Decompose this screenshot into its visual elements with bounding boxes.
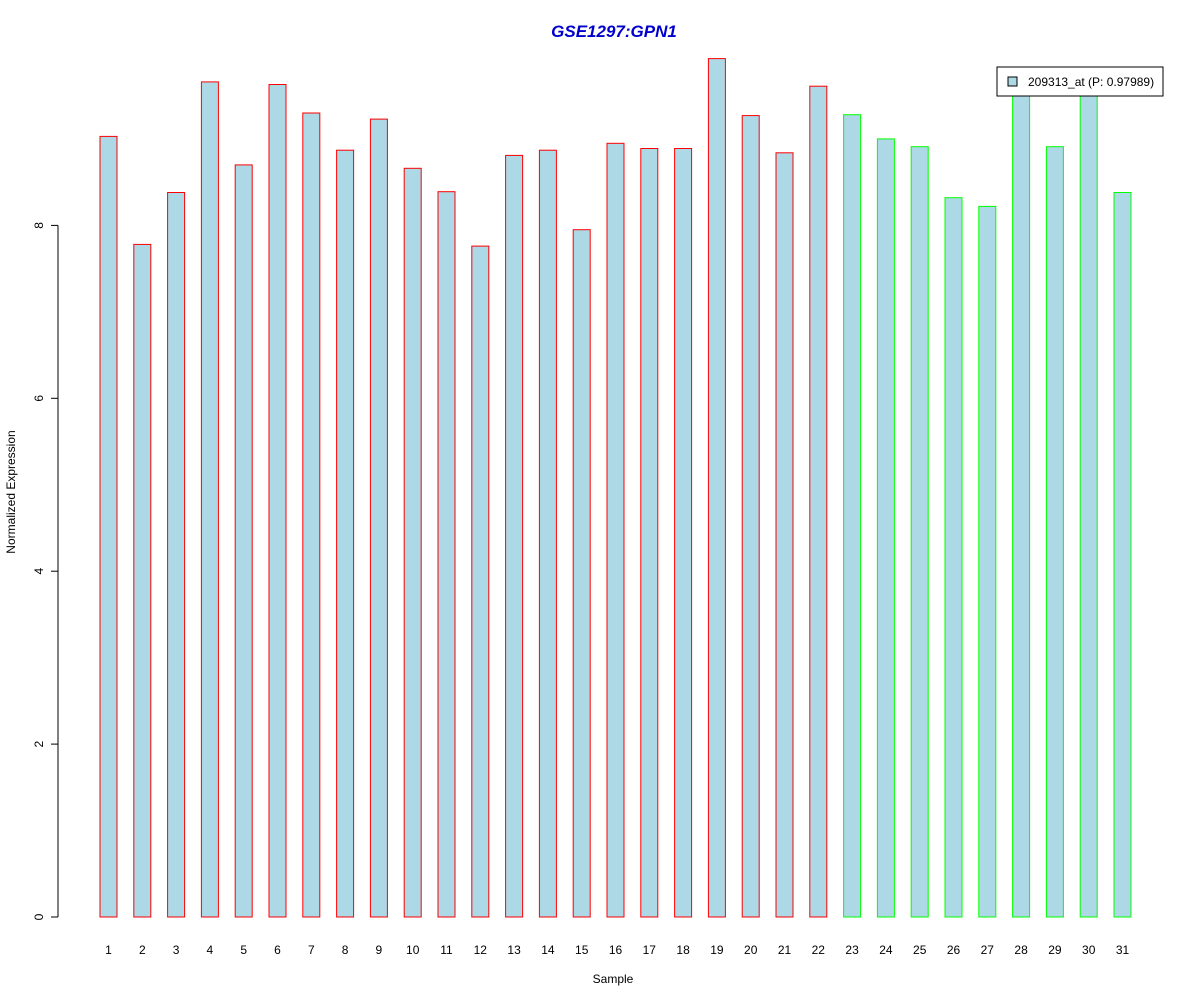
x-tick-labels: 1 2 3 4 5 6 7 8 9 10 11 12 13 14 15 16 17 18 19 20 21 22 23 24 2…: [105, 943, 1129, 957]
legend-label: 209313_at (P: 0.97989): [1028, 75, 1154, 89]
y-tick-label: 0: [32, 913, 46, 920]
x-tick-label: 5: [240, 943, 247, 957]
legend-box: [996, 66, 1164, 97]
x-tick-label: 6: [274, 943, 281, 957]
bar-sample-20: [741, 115, 760, 918]
bar-sample-28: [1012, 82, 1031, 918]
bar-sample-18: [674, 148, 693, 918]
bar-sample-11: [437, 191, 456, 918]
bar-sample-6: [268, 84, 287, 918]
bar-sample-19: [707, 58, 726, 918]
y-tick-label: 2: [32, 740, 46, 747]
x-tick-label: 16: [609, 943, 623, 957]
bar-sample-25: [910, 146, 929, 918]
bars-group: [99, 58, 1132, 918]
bar-sample-30: [1079, 77, 1098, 918]
bar-sample-26: [944, 197, 963, 918]
x-axis-title: Sample: [593, 972, 634, 986]
x-tick-label: 3: [173, 943, 180, 957]
bar-sample-2: [133, 243, 152, 918]
bar-sample-5: [234, 164, 253, 918]
y-tick-label: 6: [32, 395, 46, 402]
bar-sample-10: [403, 167, 422, 918]
legend-swatch: [1007, 76, 1018, 87]
bar-sample-13: [505, 154, 524, 918]
bar-sample-16: [606, 142, 625, 918]
bar-sample-8: [336, 149, 355, 918]
legend: 209313_at (P: 0.97989): [996, 66, 1164, 97]
x-tick-label: 23: [845, 943, 859, 957]
x-tick-label: 2: [139, 943, 146, 957]
bar-sample-14: [538, 149, 557, 918]
y-axis: 0 2 4 6 8: [32, 222, 59, 920]
x-tick-label: 24: [879, 943, 893, 957]
x-tick-label: 20: [744, 943, 758, 957]
x-tick-label: 12: [474, 943, 488, 957]
x-tick-label: 7: [308, 943, 315, 957]
bar-sample-4: [200, 81, 219, 918]
bar-sample-27: [978, 205, 997, 918]
x-tick-label: 15: [575, 943, 589, 957]
x-tick-label: 30: [1082, 943, 1096, 957]
y-tick-label: 8: [32, 222, 46, 229]
x-tick-label: 21: [778, 943, 792, 957]
x-tick-label: 17: [643, 943, 657, 957]
x-tick-label: 22: [812, 943, 826, 957]
bar-sample-1: [99, 135, 118, 918]
x-tick-label: 18: [676, 943, 690, 957]
x-tick-label: 27: [981, 943, 995, 957]
bar-sample-7: [302, 112, 321, 918]
x-tick-label: 9: [376, 943, 383, 957]
x-tick-label: 31: [1116, 943, 1130, 957]
x-tick-label: 8: [342, 943, 349, 957]
x-tick-label: 13: [507, 943, 521, 957]
chart-title: GSE1297:GPN1: [551, 22, 677, 41]
x-tick-label: 10: [406, 943, 420, 957]
bar-sample-9: [369, 118, 388, 918]
bar-sample-22: [809, 85, 828, 918]
bar-sample-12: [471, 245, 490, 918]
x-tick-label: 29: [1048, 943, 1062, 957]
bar-sample-17: [640, 148, 659, 918]
bar-sample-23: [843, 114, 862, 918]
bar-sample-31: [1113, 192, 1132, 918]
bar-sample-15: [572, 229, 591, 918]
x-tick-label: 11: [440, 943, 453, 957]
x-tick-label: 4: [207, 943, 214, 957]
x-tick-label: 14: [541, 943, 555, 957]
x-tick-label: 25: [913, 943, 927, 957]
y-axis-title: Normalized Expression: [4, 430, 18, 553]
x-tick-label: 1: [105, 943, 112, 957]
x-tick-label: 28: [1014, 943, 1028, 957]
bar-sample-3: [167, 192, 186, 918]
x-tick-label: 19: [710, 943, 724, 957]
bar-sample-21: [775, 152, 794, 918]
y-tick-label: 4: [32, 568, 46, 575]
x-tick-label: 26: [947, 943, 961, 957]
bar-sample-29: [1045, 146, 1064, 918]
bar-sample-24: [876, 138, 895, 918]
